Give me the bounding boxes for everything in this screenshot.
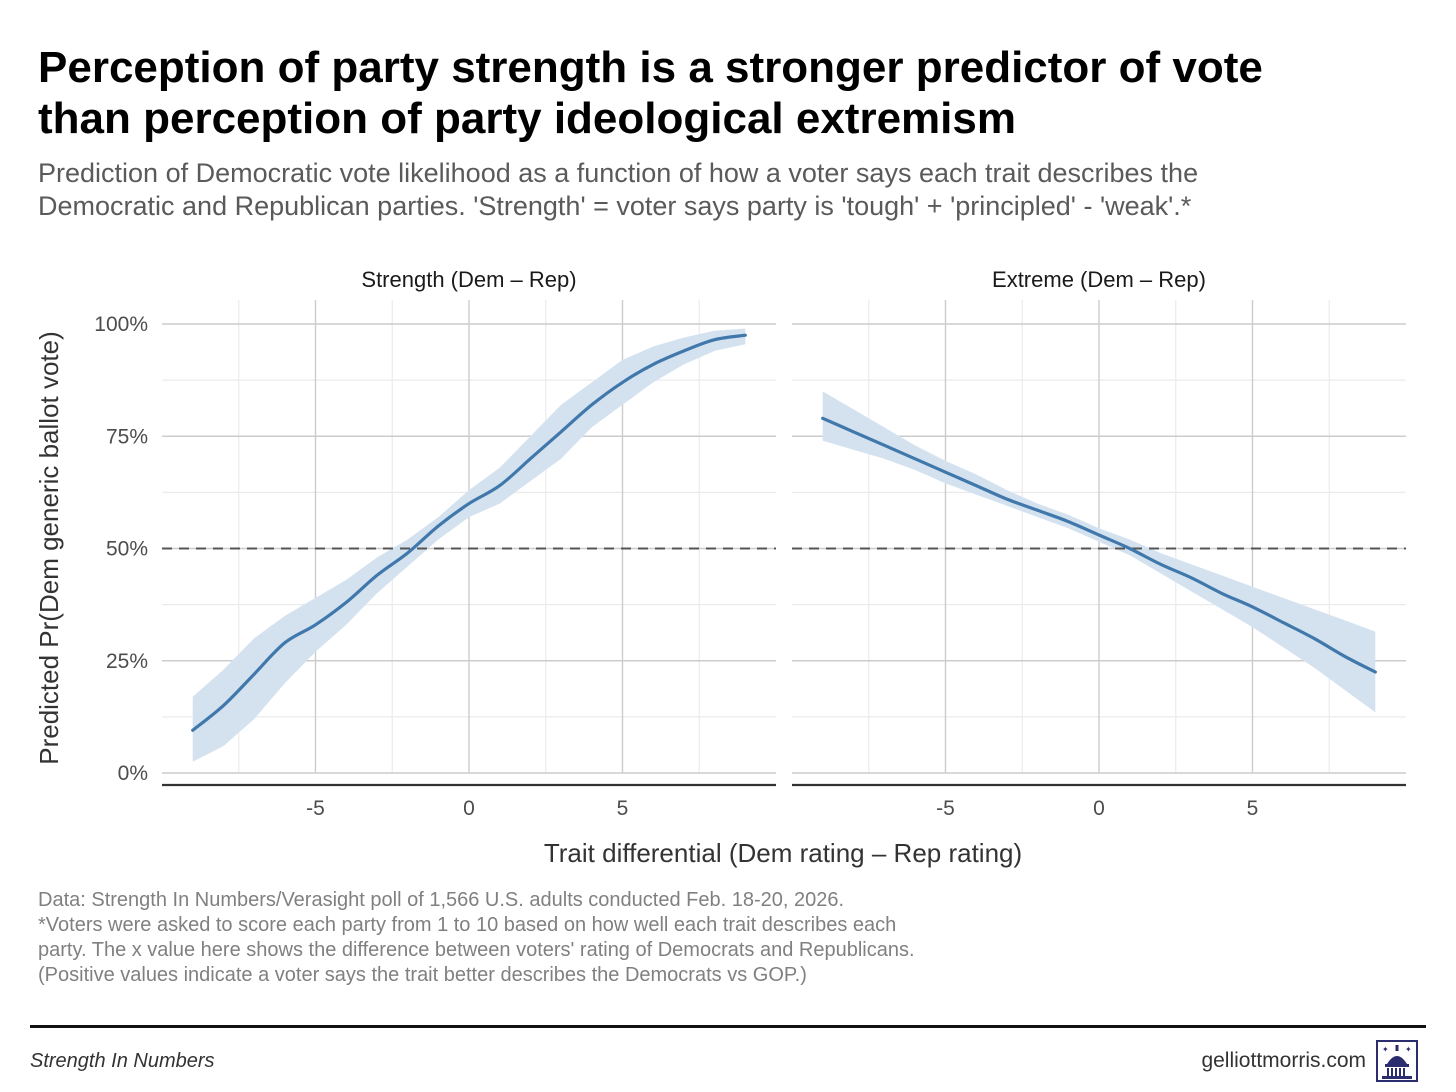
y-tick-label: 50% <box>106 538 148 561</box>
caption-line-1: Data: Strength In Numbers/Verasight poll… <box>38 889 845 911</box>
svg-text:✦: ✦ <box>1382 1045 1389 1054</box>
panel-2: -5 0 5 Extreme (Dem – Rep) <box>792 267 1406 820</box>
prediction-line <box>821 416 1377 674</box>
svg-text:✦: ✦ <box>1405 1045 1412 1054</box>
caption-line-4: (Positive values indicate a voter says t… <box>38 964 807 986</box>
footer-publication-name: Strength In Numbers <box>30 1050 215 1072</box>
chart-subtitle-line-2: Democratic and Republican parties. 'Stre… <box>38 191 1192 221</box>
chart-caption: Data: Strength In Numbers/Verasight poll… <box>38 888 1138 988</box>
panel-strip-label: Strength (Dem – Rep) <box>361 267 576 292</box>
x-tick-label: -5 <box>936 797 955 820</box>
chart-subtitle: Prediction of Democratic vote likelihood… <box>38 157 1438 223</box>
chart-title-line-2: than perception of party ideological ext… <box>38 94 1016 143</box>
x-tick-label: 0 <box>1093 797 1105 820</box>
x-tick-label: 0 <box>463 797 475 820</box>
panel-1: -5 0 5 Strength (Dem – Rep) 0% 25% 50% 75% 100% <box>94 267 776 820</box>
prediction-line <box>191 333 747 732</box>
capitol-dome-icon: ✦ ✦ <box>1376 1040 1418 1082</box>
footer-site-link[interactable]: gelliottmorris.com <box>1201 1049 1366 1072</box>
x-tick-label: -5 <box>306 797 325 820</box>
y-axis-title: Predicted Pr(Dem generic ballot vote) <box>34 331 64 765</box>
chart-subtitle-line-1: Prediction of Democratic vote likelihood… <box>38 158 1199 188</box>
y-tick-label: 0% <box>118 762 148 785</box>
y-tick-label: 75% <box>106 425 148 448</box>
confidence-ribbon <box>822 391 1376 713</box>
y-tick-label: 100% <box>94 313 148 336</box>
caption-line-2: *Voters were asked to score each party f… <box>38 914 897 936</box>
panel-strip-label: Extreme (Dem – Rep) <box>992 267 1206 292</box>
chart-title: Perception of party strength is a strong… <box>38 42 1428 144</box>
confidence-ribbon <box>192 328 746 762</box>
chart-title-line-1: Perception of party strength is a strong… <box>38 43 1263 92</box>
x-axis-title: Trait differential (Dem rating – Rep rat… <box>544 838 1022 868</box>
caption-line-3: party. The x value here shows the differ… <box>38 939 915 961</box>
x-tick-label: 5 <box>617 797 629 820</box>
x-tick-label: 5 <box>1247 797 1259 820</box>
footer-divider <box>30 1025 1426 1028</box>
y-tick-label: 25% <box>106 650 148 673</box>
